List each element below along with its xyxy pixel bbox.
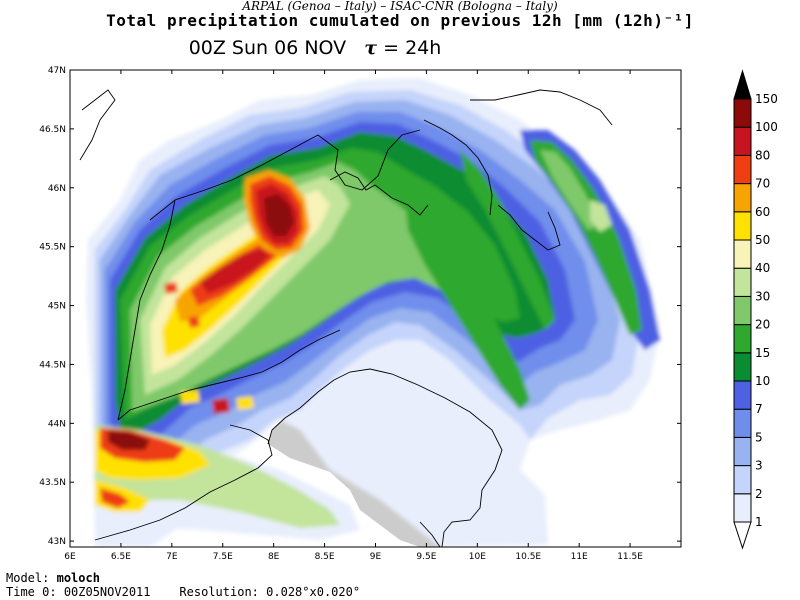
lat-tick-label: 45N	[48, 302, 66, 312]
lon-tick-label: 6.5E	[111, 552, 131, 562]
ligurian-coast	[117, 329, 341, 421]
lon-tick-label: 8.5E	[315, 552, 335, 562]
institutes-line: ARPAL (Genoa – Italy) – ISAC-CNR (Bologn…	[242, 0, 558, 13]
colorbar-swatch	[733, 493, 752, 523]
colorbar-swatch	[733, 436, 752, 467]
lon-tick-label: 11E	[571, 552, 588, 562]
precip-field	[86, 78, 660, 547]
swiss-lakes	[423, 119, 493, 216]
colorbar-swatch	[733, 465, 752, 495]
colorbar-swatch	[733, 239, 752, 269]
lon-tick-label: 7E	[166, 552, 178, 562]
lat-tick-label: 44.5N	[39, 360, 66, 370]
map-title: Total precipitation cumulated on previou…	[0, 12, 800, 30]
colorbar-swatch	[733, 211, 752, 241]
corsica-coast	[267, 368, 503, 547]
valid-time-line: 00Z Sun 06 NOV τ = 24h	[0, 36, 630, 60]
lat-tick-label: 46.5N	[39, 125, 66, 135]
model-value: moloch	[56, 571, 100, 585]
provence-coast	[94, 424, 273, 541]
colorbar-swatch	[733, 324, 752, 354]
colorbar-label: 30	[755, 289, 770, 303]
colorbar-over-triangle	[733, 69, 752, 100]
model-label: Model:	[6, 571, 50, 585]
footer-time: Time 0: 00Z05NOV2011 Resolution: 0.028°x…	[6, 586, 360, 599]
eastern-border	[470, 89, 613, 126]
french-italian-border	[149, 129, 421, 221]
adriatic-coast	[497, 204, 561, 251]
colorbar-swatch	[733, 408, 752, 438]
colorbar-label: 7	[755, 402, 763, 416]
lon-tick-label: 10E	[469, 552, 486, 562]
map-content	[70, 70, 681, 547]
colorbar-label: 100	[755, 120, 778, 134]
southern-coast	[419, 521, 441, 547]
colorbar-label: 10	[755, 374, 770, 388]
lon-tick-label: 9E	[370, 552, 382, 562]
colorbar-label: 70	[755, 177, 770, 191]
colorbar-swatch	[733, 126, 752, 156]
valid-time: 00Z Sun 06 NOV	[188, 37, 347, 59]
title-text: Total precipitation cumulated on previou…	[106, 11, 694, 30]
lon-tick-label: 8E	[268, 552, 280, 562]
lon-tick-label: 6E	[64, 552, 76, 562]
colorbar-label: 5	[755, 430, 763, 444]
coastlines	[79, 89, 613, 547]
lat-tick-label: 47N	[48, 66, 66, 76]
alps-border	[79, 89, 116, 161]
colorbar-swatch	[733, 154, 752, 185]
lat-tick-label: 46N	[48, 184, 66, 194]
resolution-value: 0.028°x0.020°	[266, 585, 361, 599]
lat-axis: 47N 46.5N 46N 45.5N 45N 44.5N 44N 43.5N 43N	[39, 66, 681, 547]
colorbar-label: 150	[755, 92, 778, 106]
colorbar-swatch	[733, 183, 752, 213]
colorbar-label: 80	[755, 148, 770, 162]
colorbar-swatch	[733, 267, 752, 297]
lat-tick-label: 43N	[48, 537, 66, 547]
lat-tick-label: 45.5N	[39, 243, 66, 253]
colorbar-under-triangle	[733, 521, 752, 550]
piedmont-border	[117, 199, 176, 421]
lat-tick-label: 43.5N	[39, 478, 66, 488]
colorbar-swatch	[733, 352, 752, 382]
colorbar-swatch	[733, 295, 752, 326]
time0-value: 00Z05NOV2011	[63, 585, 151, 599]
lon-axis: 6E 6.5E 7E 7.5E 8E 8.5E 9E 9.5E 10E 10.5E 11E 11.5E	[64, 70, 643, 562]
footer-model: Model: moloch	[6, 572, 100, 585]
colorbar-swatch	[733, 380, 752, 410]
lon-tick-label: 9.5E	[416, 552, 436, 562]
colorbar-swatch	[733, 98, 752, 128]
tau-symbol: τ	[364, 37, 378, 59]
tau-value: = 24h	[383, 37, 442, 59]
colorbar-label: 20	[755, 318, 770, 332]
colorbar-label: 1	[755, 515, 763, 529]
colorbar-label: 2	[755, 487, 763, 501]
lakes-outline	[329, 171, 429, 216]
colorbar-label: 40	[755, 261, 770, 275]
lon-tick-label: 7.5E	[213, 552, 233, 562]
colorbar-label: 15	[755, 346, 770, 360]
resolution-label: Resolution:	[179, 585, 259, 599]
time0-label: Time 0:	[6, 585, 57, 599]
colorbar: 1 2 3 5 7 10 15 20 30 40 50 60 70 80 100 150	[733, 69, 778, 550]
lon-tick-label: 11.5E	[617, 552, 643, 562]
lon-tick-label: 10.5E	[515, 552, 541, 562]
colorbar-label: 60	[755, 205, 770, 219]
colorbar-label: 50	[755, 233, 770, 247]
lat-tick-label: 44N	[48, 419, 66, 429]
colorbar-label: 3	[755, 459, 763, 473]
